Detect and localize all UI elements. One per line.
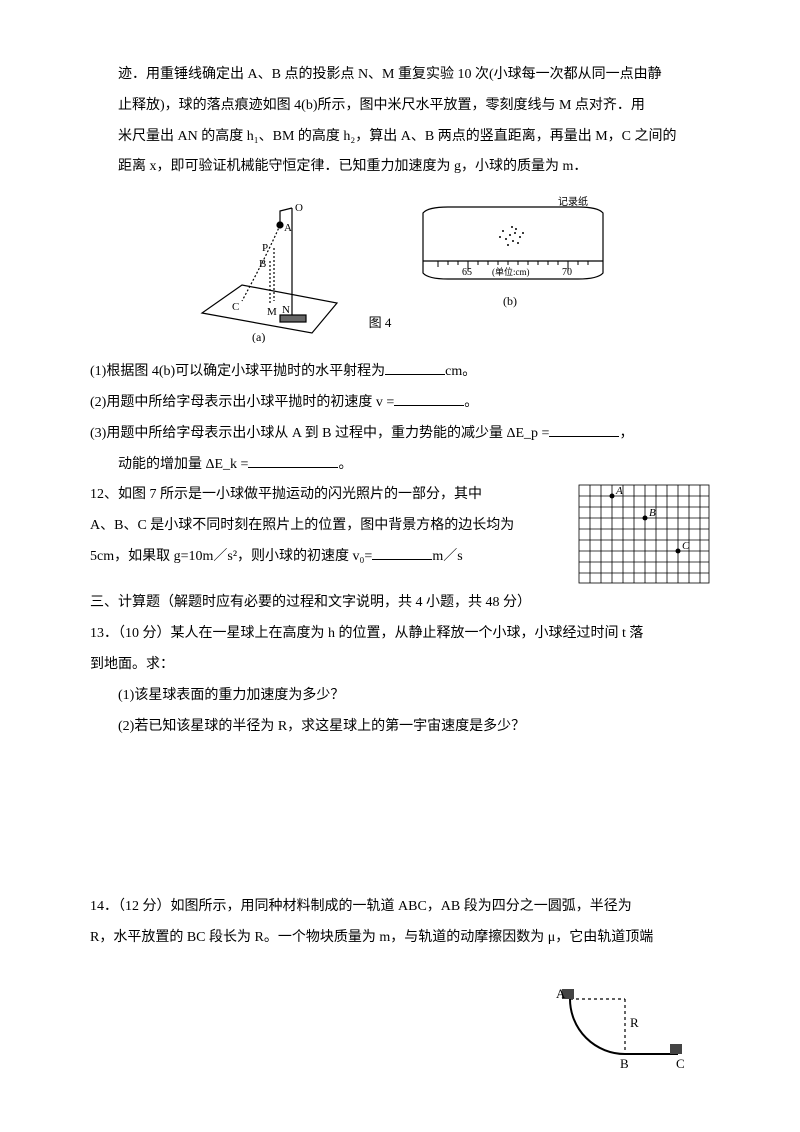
fig4a-O: O [295,202,303,214]
intro-line3: 米尺量出 AN 的高度 h₁、BM 的高度 h₂，算出 A、B 两点的竖直距离，… [90,122,710,153]
fig4b-paper: 记录纸 [558,195,588,208]
q11-3: (3)用题中所给字母表示出小球从 A 到 B 过程中，重力势能的减少量 ΔE_p… [90,419,710,450]
intro-line2: 止释放)，球的落点痕迹如图 4(b)所示，图中米尺水平放置，零刻度线与 M 点对… [90,91,710,122]
intro-line4: 距离 x，即可验证机械能守恒定律．已知重力加速度为 g，小球的质量为 m． [90,152,710,183]
q14-R: R [630,1015,639,1030]
q14-A: A [556,986,566,1001]
q14-B: B [620,1056,629,1071]
fig4a-N: N [282,304,290,316]
grid-C: C [682,540,690,552]
fig4a-B: B [259,258,266,270]
q13-l2: 到地面。求： [90,650,710,681]
fig4a-caption: (a) [252,330,265,343]
fig4a-svg: O A P B C M N (a) [192,193,342,343]
q11-2: (2)用题中所给字母表示出小球平抛时的初速度 v =。 [90,388,710,419]
q14-l1: 14．（12 分）如图所示，用同种材料制成的一轨道 ABC，AB 段为四分之一圆… [90,892,710,923]
fig4b-svg: 记录纸 65 (单位:cm) 70 (b) [418,193,608,313]
fig4b-caption: (b) [503,294,517,308]
q13-s1: (1)该星球表面的重力加速度为多少？ [90,681,710,712]
fig4b-65: 65 [462,267,472,278]
figure-4: O A P B C M N (a) 图 4 [90,193,710,343]
q13-l1: 13．（10 分）某人在一星球上在高度为 h 的位置，从静止释放一个小球，小球经… [90,619,710,650]
q14-C: C [676,1056,685,1071]
q13-s2: (2)若已知该星球的半径为 R，求这星球上的第一宇宙速度是多少？ [90,712,710,743]
grid-B: B [649,507,656,519]
grid-A: A [615,485,623,497]
fig4a-C: C [232,301,239,313]
q14-figure: A B C R [90,984,710,1074]
fig4a-P: P [262,242,268,254]
fig4b-70: 70 [562,267,572,278]
q11-1: (1)根据图 4(b)可以确定小球平抛时的水平射程为cm。 [90,357,710,388]
fig4a-A: A [284,222,292,234]
fig4a-M: M [267,306,277,318]
q12-grid: A B C [578,484,710,588]
fig4-caption: 图 4 [369,309,392,344]
q14-l2: R，水平放置的 BC 段长为 R。一个物块质量为 m，与轨道的动摩擦因数为 μ，… [90,923,710,954]
fig4b-unit: (单位:cm) [492,266,530,277]
section-3: 三、计算题（解题时应有必要的过程和文字说明，共 4 小题，共 48 分） [90,588,710,619]
q11-4: 动能的增加量 ΔE_k =。 [90,450,710,481]
intro-line1: 迹．用重锤线确定出 A、B 点的投影点 N、M 重复实验 10 次(小球每一次都… [90,60,710,91]
